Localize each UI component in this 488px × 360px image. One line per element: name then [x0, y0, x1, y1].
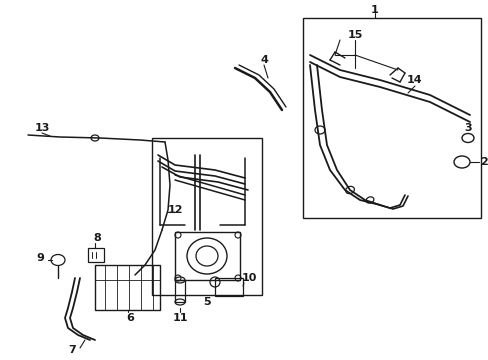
Text: 9: 9	[36, 253, 44, 263]
Text: 7: 7	[68, 345, 76, 355]
Text: 2: 2	[479, 157, 487, 167]
Bar	[303, 18, 480, 218]
Bar	[88, 248, 104, 262]
Bar	[95, 265, 160, 310]
Text: 6: 6	[126, 313, 134, 323]
Text: 1: 1	[370, 5, 378, 15]
Bar	[175, 280, 184, 302]
Text: 3: 3	[463, 123, 471, 133]
Text: 15: 15	[346, 30, 362, 40]
Bar	[175, 232, 240, 280]
Text: 12: 12	[167, 205, 183, 215]
Text: 4: 4	[260, 55, 267, 65]
Text: 5: 5	[203, 297, 210, 307]
Bar	[152, 138, 262, 295]
Bar	[215, 278, 243, 296]
Text: 11: 11	[172, 313, 187, 323]
Text: 14: 14	[407, 75, 422, 85]
Text: 13: 13	[34, 123, 50, 133]
Text: 10: 10	[242, 273, 257, 283]
Text: 8: 8	[93, 233, 101, 243]
